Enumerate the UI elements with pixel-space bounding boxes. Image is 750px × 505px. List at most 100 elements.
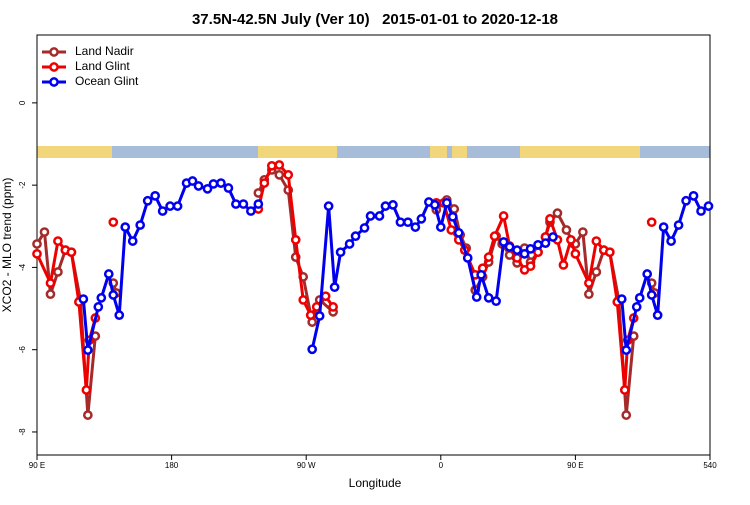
point <box>82 345 93 355</box>
point <box>335 247 346 258</box>
legend-label: Land Nadir <box>75 44 134 58</box>
point <box>453 228 464 238</box>
point <box>429 200 440 210</box>
point <box>193 181 204 191</box>
point <box>259 178 270 188</box>
point <box>142 195 153 206</box>
point <box>570 248 581 259</box>
point <box>202 183 213 194</box>
point <box>446 225 457 235</box>
point <box>395 217 406 228</box>
x-axis-label: Longitude <box>349 476 402 490</box>
point <box>323 201 334 211</box>
point <box>359 223 370 233</box>
point <box>462 253 473 263</box>
point <box>320 291 331 302</box>
point <box>274 160 285 170</box>
point <box>441 197 452 208</box>
point <box>53 236 63 246</box>
point <box>621 345 632 355</box>
point <box>329 282 340 293</box>
point <box>666 236 676 246</box>
point <box>578 227 588 237</box>
point <box>165 201 175 211</box>
point <box>566 235 576 245</box>
point <box>187 176 198 186</box>
point <box>561 225 572 235</box>
point <box>447 211 458 222</box>
legend-marker <box>49 77 59 87</box>
y-tick-label: -8 <box>18 428 27 436</box>
point <box>298 295 309 305</box>
point <box>238 199 249 209</box>
point <box>696 206 706 216</box>
point <box>108 290 119 300</box>
point <box>552 208 563 218</box>
point <box>673 220 684 230</box>
point <box>604 247 615 258</box>
point <box>365 211 376 221</box>
point <box>403 217 413 228</box>
point <box>81 385 92 395</box>
x-tick-label: 0 <box>439 461 444 470</box>
point <box>53 267 63 277</box>
plot-frame <box>36 34 711 456</box>
point <box>525 244 536 254</box>
series-line <box>35 239 97 392</box>
point <box>114 310 125 320</box>
point <box>558 260 569 270</box>
point <box>120 222 131 232</box>
point <box>96 293 107 303</box>
point <box>127 236 138 246</box>
y-axis-label: XCO2 - MLO trend (ppm) <box>0 178 14 313</box>
point <box>216 178 226 188</box>
x-tick-label: 90 W <box>297 461 316 470</box>
point <box>435 222 446 232</box>
point <box>135 220 146 230</box>
point <box>548 232 558 242</box>
point <box>545 214 555 224</box>
legend-marker <box>49 47 59 57</box>
x-tick-label: 90 E <box>567 461 583 470</box>
point <box>39 227 50 237</box>
legend-marker <box>49 62 59 72</box>
point <box>350 231 361 242</box>
x-tick-label: 540 <box>703 461 717 470</box>
point <box>616 294 627 304</box>
series-line <box>620 194 710 352</box>
point <box>498 237 509 247</box>
point <box>108 217 119 228</box>
series-line <box>436 201 636 392</box>
point <box>619 385 630 395</box>
point <box>491 296 501 307</box>
point <box>246 206 256 216</box>
point <box>388 200 398 210</box>
point <box>483 293 494 303</box>
point <box>498 211 509 221</box>
point <box>703 201 714 211</box>
point <box>483 252 494 262</box>
point <box>688 190 699 201</box>
point <box>93 302 104 312</box>
point <box>540 238 551 248</box>
point <box>45 289 56 300</box>
point <box>344 239 355 249</box>
point <box>471 292 482 302</box>
point <box>621 410 632 420</box>
point <box>584 278 594 288</box>
x-tick-label: 90 E <box>29 461 45 470</box>
series-line <box>310 200 554 350</box>
map-strip <box>37 146 710 158</box>
y-tick-label: -4 <box>18 263 27 271</box>
point <box>231 199 241 209</box>
point <box>504 242 515 252</box>
point <box>584 289 594 300</box>
point <box>274 170 285 180</box>
series-line <box>435 198 636 417</box>
point <box>646 290 657 300</box>
legend-label: Land Glint <box>75 59 130 73</box>
point <box>45 278 56 288</box>
point <box>646 217 657 228</box>
point <box>172 201 183 211</box>
